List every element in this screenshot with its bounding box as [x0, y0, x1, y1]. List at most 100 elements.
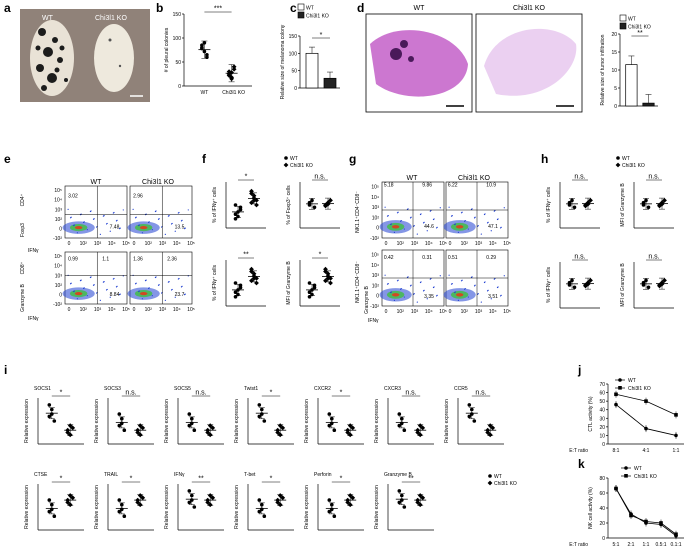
flow-y-tick: 10³	[55, 207, 63, 213]
y-tick-label: 0	[602, 442, 605, 448]
y-tick-label: 0	[602, 536, 605, 542]
data-point-wt	[233, 217, 238, 221]
significance-label: *	[270, 476, 273, 483]
data-point-wt	[117, 509, 122, 514]
data-point-wt	[47, 403, 52, 407]
y-axis-label: % of IFNγ⁺ cells	[212, 187, 218, 223]
data-point-wt	[257, 403, 262, 407]
series-line-wt	[615, 488, 677, 537]
tumor-focus	[400, 40, 408, 48]
legend-label-wt: WT	[634, 466, 642, 472]
legend-label-ko: Chi3l1 KO	[622, 163, 645, 169]
significance-label: n.s.	[475, 390, 486, 397]
data-point-wt	[257, 414, 262, 419]
flow-y-tick: 10⁴	[54, 198, 62, 204]
legend-label-wt: WT	[290, 156, 298, 162]
y-axis-label: Relative expression	[94, 399, 100, 443]
legend-swatch-ko	[297, 11, 305, 19]
data-point-wt	[233, 212, 238, 216]
y-tick-label: 40	[599, 408, 605, 414]
data-point-wt	[327, 423, 332, 428]
data-point-wt	[327, 498, 332, 502]
y-axis-label: % of IFNγ⁺ cells	[212, 265, 218, 301]
flow-x-tick: 0	[449, 309, 452, 315]
y-axis-label: % of Foxp3⁺ cells	[286, 185, 292, 225]
data-point-ko	[135, 499, 141, 505]
data-point-wt	[257, 509, 262, 514]
data-point-wt	[187, 500, 192, 505]
data-point-ko	[254, 202, 259, 208]
data-point-wt	[238, 285, 243, 290]
quadrant-value: 0.99	[68, 256, 78, 262]
data-point-wt	[122, 514, 127, 518]
y-tick-label: 0	[294, 86, 297, 92]
significance-label: n.s.	[125, 390, 136, 397]
y-tick-label: 60	[599, 391, 605, 397]
y-tick-label: 10	[599, 433, 605, 439]
data-point-wt	[572, 205, 577, 210]
histology-label: Chi3l1 KO	[513, 5, 545, 12]
flow-x-tick: 10³	[159, 307, 167, 313]
data-point-wt	[52, 514, 57, 518]
bar-ko	[323, 77, 337, 89]
flow-y-label: Granzyme B	[364, 285, 370, 313]
histology-image-wt	[365, 13, 473, 113]
flow-x-tick: 0	[449, 241, 452, 247]
flow-y-label: Foxp3	[20, 223, 26, 237]
tumor-colony	[36, 64, 44, 72]
legend-swatch-wt	[619, 14, 627, 22]
histology-image-ko	[475, 13, 583, 113]
data-point-wt	[192, 505, 197, 509]
tumor-colony	[41, 85, 47, 91]
significance-label: **	[637, 30, 643, 37]
x-axis-label: E:T ratio	[569, 542, 588, 548]
significance-label: ***	[214, 6, 222, 13]
data-point-ko	[328, 280, 333, 286]
flow-x-tick: 10³	[475, 241, 483, 247]
quadrant-value: 23.7	[175, 292, 185, 298]
data-point-wt	[192, 428, 197, 433]
significance-label: *	[60, 476, 63, 483]
data-point-ko	[415, 430, 421, 435]
legend-label-wt: WT	[306, 6, 314, 12]
y-axis-label: Relative expression	[304, 399, 310, 443]
gene-title: IFNγ	[174, 472, 185, 478]
flow-y-tick: -10²	[53, 236, 62, 242]
legend-label-ko: Chi3l1 KO	[628, 386, 651, 392]
y-axis-label: Relative expression	[444, 399, 450, 443]
legend-swatch-ko	[619, 22, 627, 30]
flow-x-tick: 10⁴	[173, 241, 181, 247]
data-point-wt	[312, 285, 317, 290]
significance-label: *	[130, 476, 133, 483]
flow-x-tick: 0	[385, 309, 388, 315]
data-point-wt	[187, 412, 192, 416]
flow-x-tick: 10²	[80, 307, 88, 313]
flow-x-tick: 10³	[94, 307, 102, 313]
data-point-wt	[332, 514, 337, 518]
scatter-panel	[307, 266, 333, 299]
data-point-ko	[323, 269, 328, 274]
tumor-colony	[47, 73, 57, 83]
gene-title: T-bet	[244, 472, 256, 478]
x-tick-label: WT	[201, 90, 209, 96]
bar-ko	[642, 102, 655, 107]
flow-y-tick: 0	[376, 226, 379, 232]
legend-label-ko: Chi3l1 KO	[628, 25, 651, 31]
tumor-colony	[64, 78, 68, 82]
data-point-wt	[200, 43, 204, 47]
data-point-wt	[397, 412, 402, 416]
gene-title: Perforin	[314, 472, 332, 478]
data-point-ko	[226, 73, 232, 78]
data-point-wt	[397, 423, 402, 428]
flow-y-tick: 0	[59, 292, 62, 298]
data-point-wt	[397, 500, 402, 505]
legend-label-wt: WT	[628, 17, 636, 23]
data-point-wt	[233, 203, 238, 207]
flow-x-tick: 10²	[80, 241, 88, 247]
flow-x-tick: 10⁴	[489, 309, 497, 315]
flow-col-label-wt: WT	[91, 179, 103, 186]
quadrant-value: 2.96	[133, 193, 143, 199]
flow-x-tick: 10⁴	[425, 309, 433, 315]
flow-x-tick: 10⁵	[122, 307, 130, 313]
